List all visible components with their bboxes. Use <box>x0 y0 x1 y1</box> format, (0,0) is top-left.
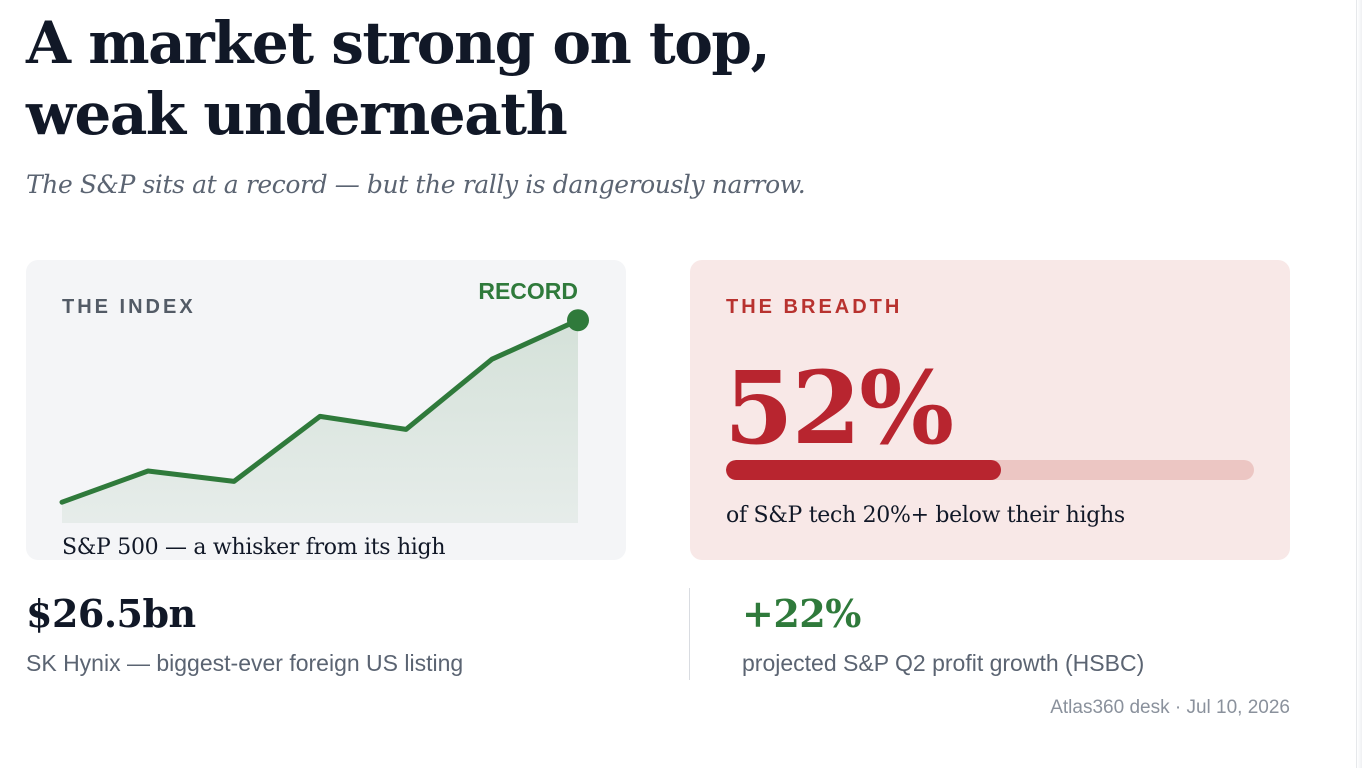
stat-label-listing: SK Hynix — biggest-ever foreign US listi… <box>26 650 464 676</box>
breadth-card: THE BREADTH 52% of S&P tech 20%+ below t… <box>690 260 1290 560</box>
breadth-caption: of S&P tech 20%+ below their highs <box>726 503 1125 528</box>
breadth-bar-track <box>726 460 1254 480</box>
stat-value-profit-growth: +22% <box>742 591 861 636</box>
index-caption: S&P 500 — a whisker from its high <box>62 535 446 560</box>
headline-line-1: A market strong on top, <box>26 9 771 77</box>
headline-line-2: weak underneath <box>26 80 568 148</box>
breadth-kicker: THE BREADTH <box>726 296 903 318</box>
index-record-point <box>567 309 589 332</box>
stat-value-listing: $26.5bn <box>26 591 196 636</box>
headline: A market strong on top, weak underneath <box>26 8 771 150</box>
stats-divider <box>689 588 690 680</box>
index-record-label: RECORD <box>478 278 578 304</box>
index-kicker: THE INDEX <box>62 296 196 318</box>
stat-label-profit-growth: projected S&P Q2 profit growth (HSBC) <box>742 650 1145 676</box>
breadth-percentage: 52% <box>724 349 954 467</box>
index-card: THE INDEX RECORD S&P 500 — a whisker fro… <box>26 260 626 560</box>
breadth-bar-fill <box>726 460 1001 480</box>
index-area-fill <box>62 320 578 523</box>
dek: The S&P sits at a record — but the rally… <box>26 170 806 199</box>
right-edge-rule <box>1356 0 1362 768</box>
footer-credit: Atlas360 desk · Jul 10, 2026 <box>1050 697 1290 718</box>
index-line-chart: RECORD <box>59 278 589 523</box>
index-series-line <box>59 317 581 505</box>
